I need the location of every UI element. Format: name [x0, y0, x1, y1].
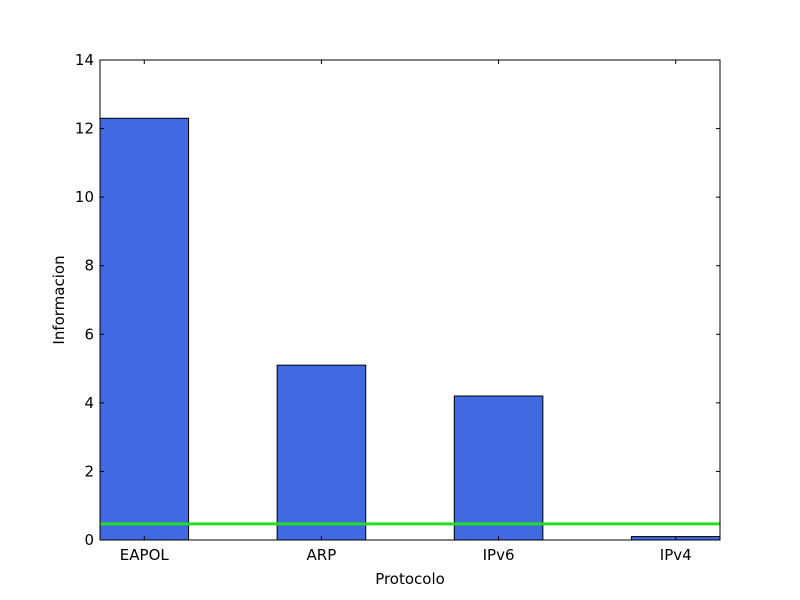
x-tick-label: IPv6 — [483, 546, 515, 564]
y-tick-label: 2 — [84, 462, 94, 480]
bar-eapol — [99, 117, 190, 541]
y-tick-label: 6 — [84, 325, 94, 343]
x-ticks-group: EAPOL ARP IPv6 IPv4 — [120, 60, 692, 564]
y-tick-label: 10 — [75, 188, 94, 206]
y-tick-label: 14 — [75, 51, 94, 69]
bar-arp — [276, 364, 367, 541]
y-tick-label: 0 — [84, 531, 94, 549]
bars-group — [99, 117, 721, 541]
x-tick-label: ARP — [307, 546, 337, 564]
x-axis-label: Protocolo — [375, 570, 445, 588]
bar-ipv6 — [453, 395, 544, 541]
y-tick-label: 12 — [75, 120, 94, 138]
x-tick-label: IPv4 — [660, 546, 692, 564]
y-ticks-group: 0 2 4 6 8 10 12 14 — [75, 51, 720, 549]
y-tick-label: 4 — [84, 394, 94, 412]
x-tick-label: EAPOL — [120, 546, 170, 564]
y-tick-label: 8 — [84, 257, 94, 275]
plot-frame — [99, 59, 721, 541]
y-axis-label: Informacion — [50, 255, 68, 344]
